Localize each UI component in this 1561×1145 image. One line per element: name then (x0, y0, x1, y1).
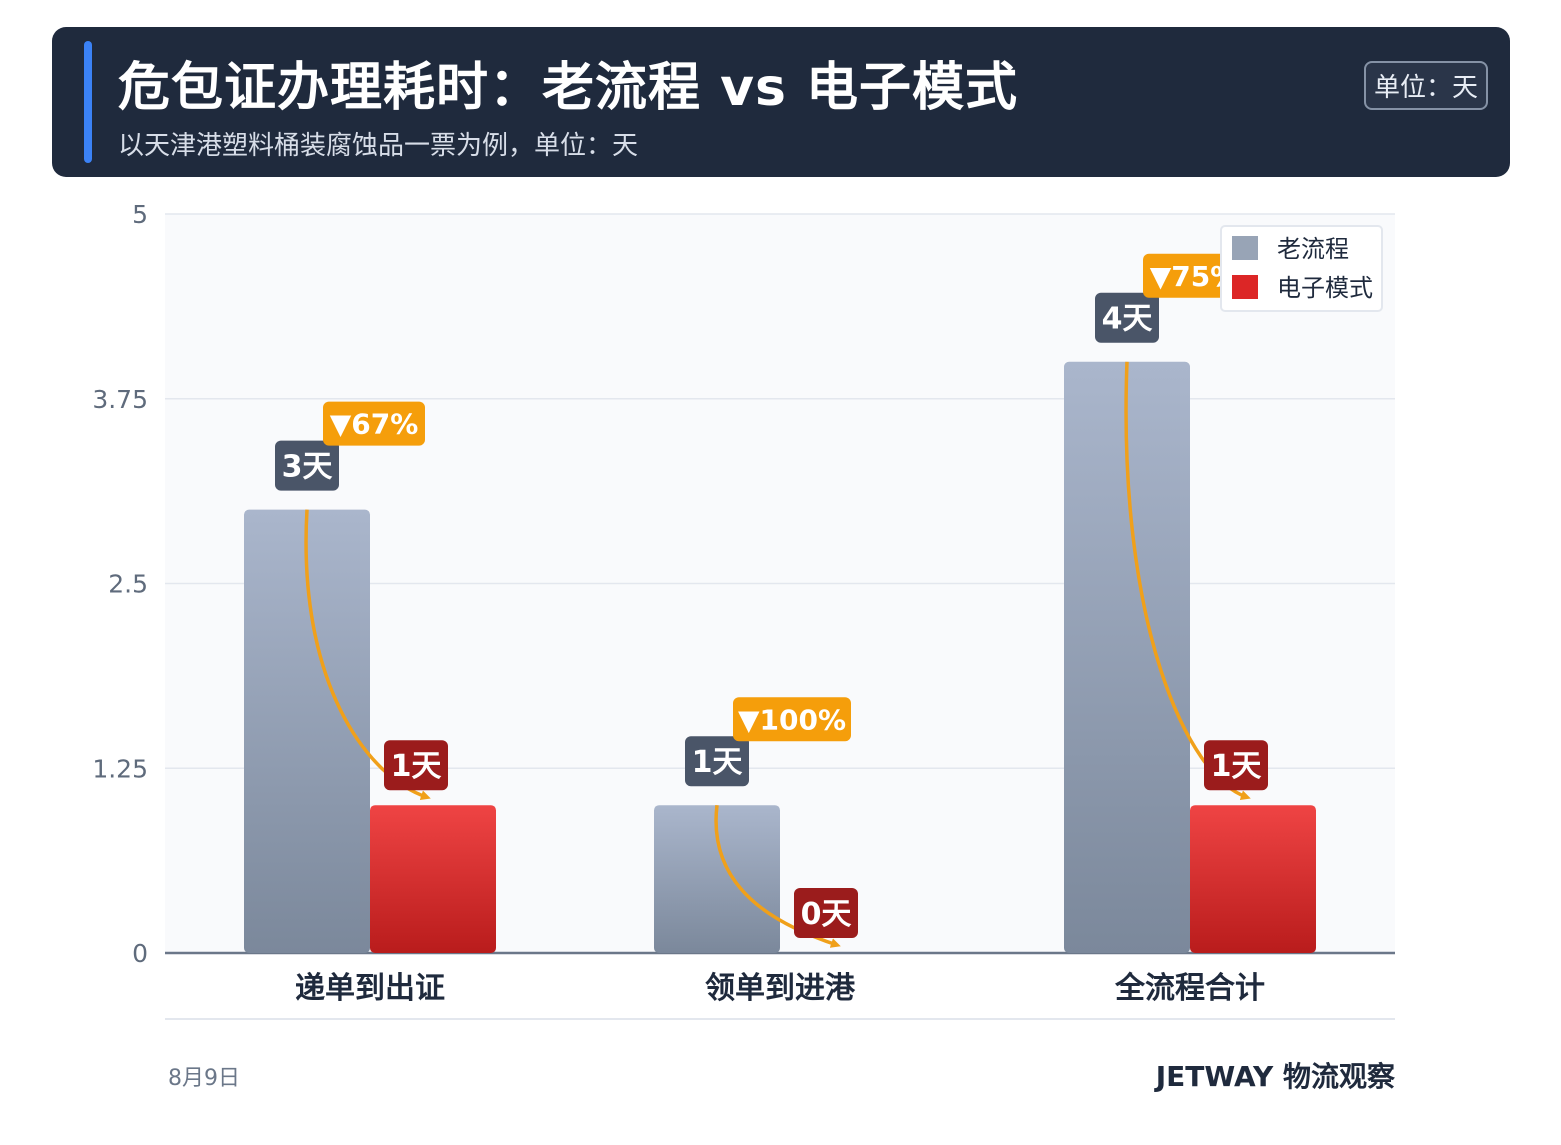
header-banner: 危包证办理耗时：老流程 vs 电子模式 以天津港塑料桶装腐蚀品一票为例，单位：天… (52, 27, 1510, 177)
reduction-label-bg (1143, 253, 1245, 298)
bar-old-process (654, 805, 780, 953)
x-tick-label: 全流程合计 (1114, 971, 1265, 1006)
reduction-label: ▼100% (738, 703, 846, 736)
reduction-label: ▼67% (330, 408, 419, 441)
reduction-label-bg (733, 697, 851, 742)
value-label-new-bg (384, 740, 448, 791)
unit-badge: 单位：天 (1363, 61, 1488, 110)
chart-title: 危包证办理耗时：老流程 vs 电子模式 (118, 58, 1019, 118)
legend-swatch (1232, 275, 1258, 299)
y-tick-label: 3.75 (92, 385, 148, 414)
bar-electronic-mode (370, 805, 496, 953)
legend-label: 老流程 (1277, 235, 1349, 263)
x-tick-label: 领单到进港 (705, 971, 856, 1006)
value-label-new: 1天 (1211, 749, 1262, 784)
value-label-old-bg (685, 736, 749, 787)
bar-electronic-mode (1190, 805, 1316, 953)
value-label-new: 1天 (391, 749, 442, 784)
x-tick-label: 递单到出证 (295, 971, 445, 1006)
footer-brand: JETWAY 物流观察 (1155, 1060, 1395, 1093)
reduction-label-bg (323, 401, 425, 446)
footer-date: 8月9日 (168, 1066, 240, 1091)
value-label-new: 0天 (801, 897, 852, 932)
value-label-old-bg (1095, 292, 1159, 343)
legend-label: 电子模式 (1277, 274, 1373, 302)
bar-old-process (1064, 361, 1190, 953)
value-label-old-bg (275, 440, 339, 491)
y-tick-label: 0 (132, 939, 148, 968)
chart-subtitle: 以天津港塑料桶装腐蚀品一票为例，单位：天 (118, 131, 639, 161)
header-accent-bar (84, 41, 92, 163)
y-tick-label: 2.5 (108, 570, 148, 599)
bar-old-process (244, 509, 370, 953)
value-label-old: 4天 (1102, 302, 1153, 337)
value-label-old: 1天 (692, 745, 743, 780)
y-tick-label: 1.25 (92, 754, 148, 783)
value-label-new-bg (794, 888, 858, 938)
y-tick-label: 5 (132, 200, 148, 229)
legend (1220, 225, 1383, 312)
legend-swatch (1232, 236, 1258, 260)
value-label-old: 3天 (282, 449, 333, 484)
value-label-new-bg (1204, 740, 1268, 791)
